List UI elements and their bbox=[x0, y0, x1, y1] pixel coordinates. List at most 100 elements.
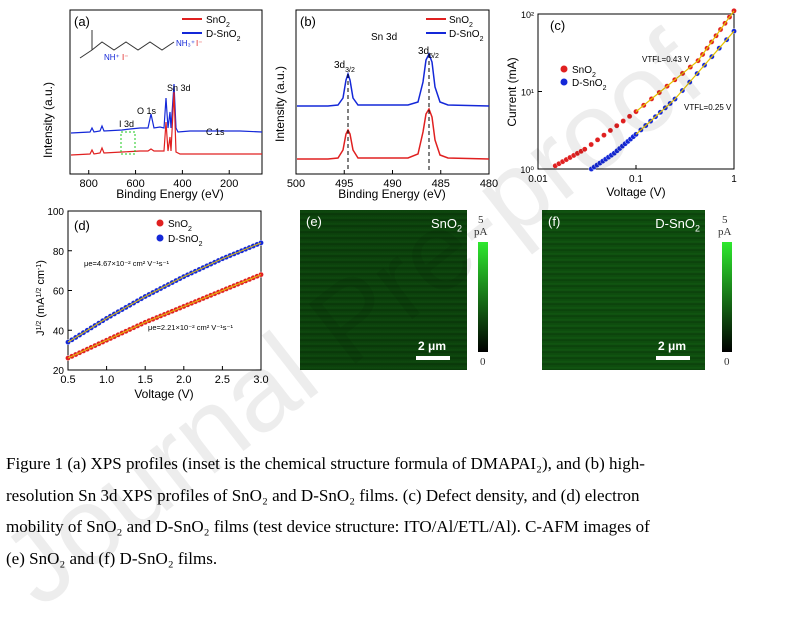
panel-b-legend-dsno2: D-SnO2 bbox=[449, 29, 484, 43]
xtick-label: 2.5 bbox=[215, 374, 230, 386]
ytick-label: 10² bbox=[521, 10, 534, 20]
panel-d-ylabel: J1/2 (mA1/2 cm-1) bbox=[35, 260, 47, 336]
legend-marker-c-sno2 bbox=[560, 65, 568, 73]
xtick-label: 1 bbox=[731, 174, 737, 185]
ytick-label: 80 bbox=[53, 247, 65, 258]
panel-a-label: (a) bbox=[74, 14, 90, 29]
panel-c-sclc-log: (c) Current (mA) 0.01 0.1 1 10⁰ 10¹ 10² Volta… bbox=[505, 7, 737, 199]
legend-marker-d-sno2 bbox=[156, 219, 164, 227]
data-point-dsno2 bbox=[258, 240, 264, 246]
panel-f-label: (f) bbox=[548, 214, 561, 229]
mu-blue-label: μe=4.67×10⁻² cm² V⁻¹s⁻¹ bbox=[84, 259, 169, 268]
panel-c-points bbox=[552, 7, 737, 172]
xtick-label: 1.0 bbox=[99, 374, 114, 386]
legend-marker-c-dsno2 bbox=[560, 78, 568, 86]
colorbar-f-unit: pA bbox=[718, 226, 732, 238]
colorbar-e-unit: pA bbox=[474, 226, 488, 238]
data-point-sno2 bbox=[613, 122, 620, 129]
inset-nh3-label: NH₃⁺ bbox=[176, 39, 195, 48]
scalebar-f bbox=[656, 356, 690, 360]
vtfl-red-label: VTFL=0.43 V bbox=[642, 55, 690, 64]
peak-label-3d52: 3d5/2 bbox=[418, 46, 439, 60]
caption-line-1: Figure 1 (a) XPS profiles (inset is the … bbox=[6, 454, 645, 473]
data-point-sno2 bbox=[626, 113, 633, 120]
panel-e-name: SnO2 bbox=[430, 216, 462, 234]
xtick-label: 200 bbox=[220, 178, 238, 190]
panel-f-cafm: (f) D-SnO2 2 μm 5 pA 0 bbox=[542, 210, 752, 375]
data-point-sno2 bbox=[601, 132, 607, 138]
xtick-label: 400 bbox=[173, 178, 191, 190]
scalebar-e bbox=[416, 356, 450, 360]
panel-d-xlabel: Voltage (V) bbox=[134, 387, 193, 401]
panel-c-ticks: 0.01 0.1 1 10⁰ 10¹ 10² bbox=[520, 10, 737, 185]
inset-i-label-1: I⁻ bbox=[122, 53, 128, 62]
data-point-sno2 bbox=[594, 137, 601, 143]
xtick-label: 0.01 bbox=[528, 174, 548, 185]
ytick-label: 10¹ bbox=[521, 88, 534, 98]
caption-line-4: (e) SnO₂ and (f) D-SnO₂ films. bbox=[6, 548, 218, 568]
fit-line-sno2 bbox=[67, 274, 262, 359]
peak-label-3d32: 3d3/2 bbox=[334, 60, 355, 74]
panel-b-title: Sn 3d bbox=[371, 32, 397, 43]
i3d-highlight bbox=[120, 131, 136, 155]
afm-image-sno2: (e) SnO2 2 μm bbox=[300, 210, 467, 370]
xtick-label: 480 bbox=[480, 178, 498, 190]
data-point-sno2 bbox=[581, 146, 588, 153]
panel-d-mobility: (d) J1/2 (mA1/2 cm-1) 0.5 1.0 1.5 2.0 2.5 3.0… bbox=[35, 207, 269, 401]
panel-d-legend-sno2: SnO2 bbox=[168, 219, 192, 233]
panel-b-xticks: 500 495 490 485 480 bbox=[287, 170, 498, 190]
panel-b-ylabel: Intensity (a.u.) bbox=[273, 66, 287, 142]
colorbar-e-bottom: 0 bbox=[480, 356, 486, 368]
ytick-label: 100 bbox=[47, 207, 64, 218]
xtick-label: 800 bbox=[80, 178, 98, 190]
inset-nh-label: NH⁺ bbox=[104, 53, 120, 62]
scalebar-label-e: 2 μm bbox=[418, 339, 447, 353]
afm-image-dsno2: (f) D-SnO2 2 μm bbox=[542, 210, 705, 370]
panel-a-frame bbox=[69, 9, 263, 175]
colorbar-e bbox=[478, 242, 488, 352]
panel-a-xticks: 800 600 400 200 bbox=[80, 170, 238, 190]
ytick-label: 10⁰ bbox=[520, 165, 534, 175]
inset-i-label-2: I⁻ bbox=[196, 39, 202, 48]
panel-c-frame bbox=[537, 13, 735, 170]
ytick-label: 40 bbox=[53, 326, 65, 337]
panel-d-label: (d) bbox=[74, 218, 90, 233]
panel-c-ylabel: Current (mA) bbox=[505, 57, 519, 126]
panel-b-sn3d: (b) Intensity (a.u.) 500 495 490 485 480 Bin… bbox=[273, 9, 498, 201]
colorbar-f bbox=[722, 242, 732, 352]
xtick-label: 0.1 bbox=[629, 174, 643, 185]
panel-a-ylabel: Intensity (a.u.) bbox=[41, 82, 55, 158]
xtick-label: 0.5 bbox=[60, 374, 75, 386]
panel-d-points bbox=[65, 240, 264, 361]
xtick-label: 495 bbox=[335, 178, 353, 190]
figure-caption: Figure 1 (a) XPS profiles (inset is the … bbox=[6, 448, 786, 574]
xtick-label: 2.0 bbox=[176, 374, 191, 386]
data-point-sno2 bbox=[588, 141, 594, 148]
panel-a-legend-sno2: SnO2 bbox=[206, 15, 230, 29]
data-point-sno2 bbox=[607, 127, 614, 134]
panel-a-xlabel: Binding Energy (eV) bbox=[116, 187, 223, 201]
caption-line-3: mobility of SnO₂ and D-SnO₂ films (test … bbox=[6, 517, 650, 536]
panel-c-xlabel: Voltage (V) bbox=[606, 185, 665, 199]
panel-f-name: D-SnO2 bbox=[655, 216, 700, 234]
ytick-label: 60 bbox=[53, 287, 65, 298]
series-b-sno2 bbox=[297, 107, 490, 160]
fit-line-dsno2 bbox=[67, 242, 262, 343]
xtick-label: 485 bbox=[432, 178, 450, 190]
colorbar-f-bottom: 0 bbox=[724, 356, 730, 368]
ytick-label: 20 bbox=[53, 366, 65, 377]
panel-e-cafm: (e) SnO2 2 μm 5 pA 0 bbox=[300, 210, 510, 375]
panel-d-legend-dsno2: D-SnO2 bbox=[168, 234, 203, 248]
fit-line-sno2 bbox=[635, 10, 735, 113]
peak-i3d: I 3d bbox=[119, 119, 134, 129]
xtick-label: 3.0 bbox=[253, 374, 268, 386]
peak-o1s: O 1s bbox=[137, 106, 157, 116]
mu-red-label: μe=2.21×10⁻² cm² V⁻¹s⁻¹ bbox=[148, 323, 233, 332]
panel-d-ticks: 0.5 1.0 1.5 2.0 2.5 3.0 20 40 60 80 100 bbox=[47, 207, 268, 386]
xtick-label: 490 bbox=[383, 178, 401, 190]
panel-c-legend-sno2: SnO2 bbox=[572, 65, 596, 79]
caption-line-2: resolution Sn 3d XPS profiles of SnO₂ an… bbox=[6, 485, 640, 505]
xtick-label: 500 bbox=[287, 178, 305, 190]
xtick-label: 600 bbox=[126, 178, 144, 190]
colorbar-f-top: 5 bbox=[722, 214, 728, 226]
